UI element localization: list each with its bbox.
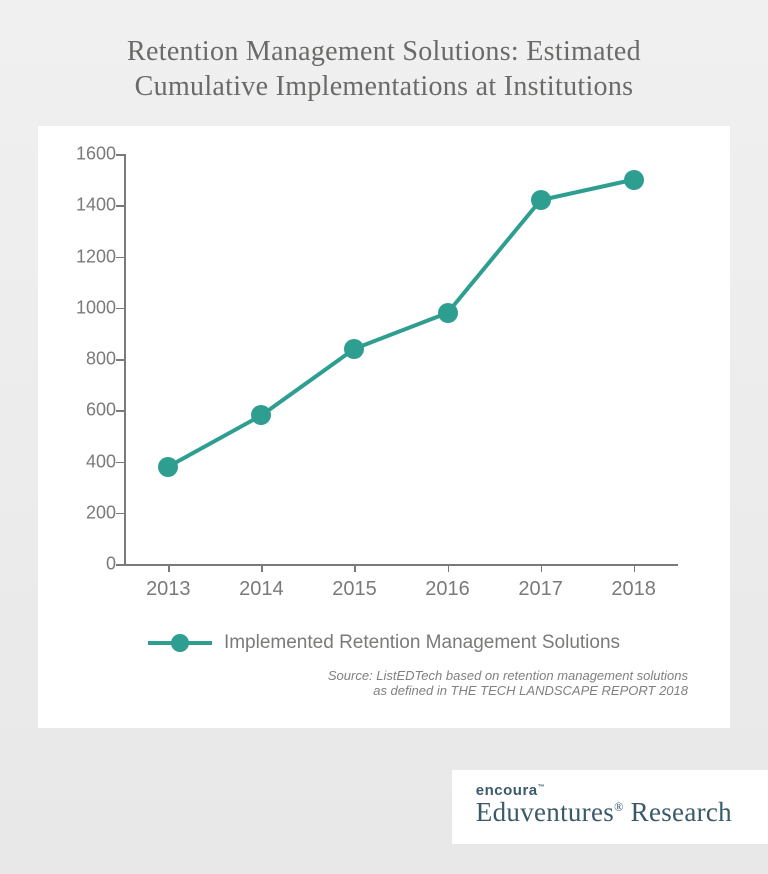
plot-region: 0200400600800100012001400160020132014201…: [124, 154, 678, 564]
series-marker: [251, 405, 271, 425]
y-axis-line: [124, 154, 126, 564]
series-marker: [158, 457, 178, 477]
chart-card: 0 200 400 600 800 1000 1200 1400 1600 2013 2014 201…: [38, 126, 730, 728]
x-tick: [168, 564, 170, 572]
x-tick-label: 2014: [239, 578, 284, 601]
x-tick-label: 2013: [146, 578, 191, 601]
legend-label: Implemented Retention Management Solutio…: [224, 632, 620, 654]
y-tick-label: 1000: [76, 297, 116, 318]
x-tick-label: 2016: [425, 578, 470, 601]
series-marker: [624, 170, 644, 190]
y-tick: [116, 308, 124, 310]
chart-area: 0 200 400 600 800 1000 1200 1400 1600 2013 2014 201…: [64, 144, 688, 624]
x-tick: [541, 564, 543, 572]
legend: Implemented Retention Management Solutio…: [56, 632, 712, 654]
x-tick-label: 2017: [518, 578, 563, 601]
y-tick-label: 1600: [76, 144, 116, 165]
registered-icon: ®: [614, 800, 624, 814]
title-line-1: Retention Management Solutions: Estimate…: [60, 34, 708, 69]
y-tick: [116, 154, 124, 156]
series-marker: [531, 190, 551, 210]
x-tick-label: 2015: [332, 578, 377, 601]
y-tick-label: 200: [86, 502, 116, 523]
chart-title: Retention Management Solutions: Estimate…: [0, 0, 768, 126]
brand-eduventures: Eduventures® Research: [476, 797, 732, 828]
y-tick-label: 400: [86, 451, 116, 472]
y-tick: [116, 257, 124, 259]
source-citation: Source: ListEDTech based on retention ma…: [56, 668, 688, 698]
x-axis-line: [124, 564, 678, 566]
y-tick: [116, 205, 124, 207]
series-marker: [344, 339, 364, 359]
x-tick: [448, 564, 450, 572]
y-tick-label: 600: [86, 400, 116, 421]
y-tick: [116, 359, 124, 361]
line-series-svg: [124, 154, 678, 564]
y-tick: [116, 513, 124, 515]
series-line: [168, 180, 633, 467]
y-tick-label: 1200: [76, 246, 116, 267]
series-marker: [438, 303, 458, 323]
brand-bottom-b: Research: [624, 797, 732, 827]
x-tick: [354, 564, 356, 572]
y-tick-label: 0: [106, 554, 116, 575]
y-tick-label: 800: [86, 349, 116, 370]
x-tick: [634, 564, 636, 572]
source-line-2: as defined in THE TECH LANDSCAPE REPORT …: [56, 683, 688, 698]
source-line-1: Source: ListEDTech based on retention ma…: [56, 668, 688, 683]
brand-bottom-a: Eduventures: [476, 797, 614, 827]
y-tick: [116, 564, 124, 566]
trademark-icon: ™: [538, 784, 545, 791]
y-tick: [116, 410, 124, 412]
legend-marker-icon: [171, 634, 189, 652]
legend-swatch: [148, 633, 212, 653]
x-tick: [261, 564, 263, 572]
x-tick-label: 2018: [611, 578, 656, 601]
y-tick-label: 1400: [76, 195, 116, 216]
y-tick: [116, 462, 124, 464]
footer-brand: encoura™ Eduventures® Research: [452, 770, 768, 844]
title-line-2: Cumulative Implementations at Institutio…: [60, 69, 708, 104]
